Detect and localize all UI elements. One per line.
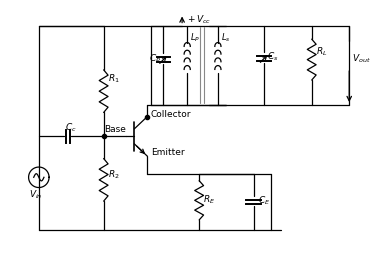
- Text: $V_{out}$: $V_{out}$: [352, 52, 371, 65]
- Text: Base: Base: [104, 125, 125, 134]
- Text: $C_c$: $C_c$: [65, 121, 77, 134]
- Text: $+\,V_{cc}$: $+\,V_{cc}$: [187, 13, 211, 26]
- Text: $R_E$: $R_E$: [203, 194, 216, 206]
- Text: $R_1$: $R_1$: [108, 73, 119, 85]
- Text: $L_P$: $L_P$: [190, 32, 200, 44]
- Text: Emitter: Emitter: [151, 148, 184, 157]
- Text: $R_2$: $R_2$: [108, 168, 119, 181]
- Text: $C_s$: $C_s$: [267, 51, 279, 63]
- Text: $L_s$: $L_s$: [221, 32, 230, 44]
- Text: $C_P$: $C_P$: [149, 52, 161, 65]
- Text: Collector: Collector: [151, 110, 191, 119]
- Text: $V_{in}$: $V_{in}$: [29, 188, 42, 201]
- Text: $C_E$: $C_E$: [258, 195, 270, 208]
- Text: $R_L$: $R_L$: [316, 45, 327, 58]
